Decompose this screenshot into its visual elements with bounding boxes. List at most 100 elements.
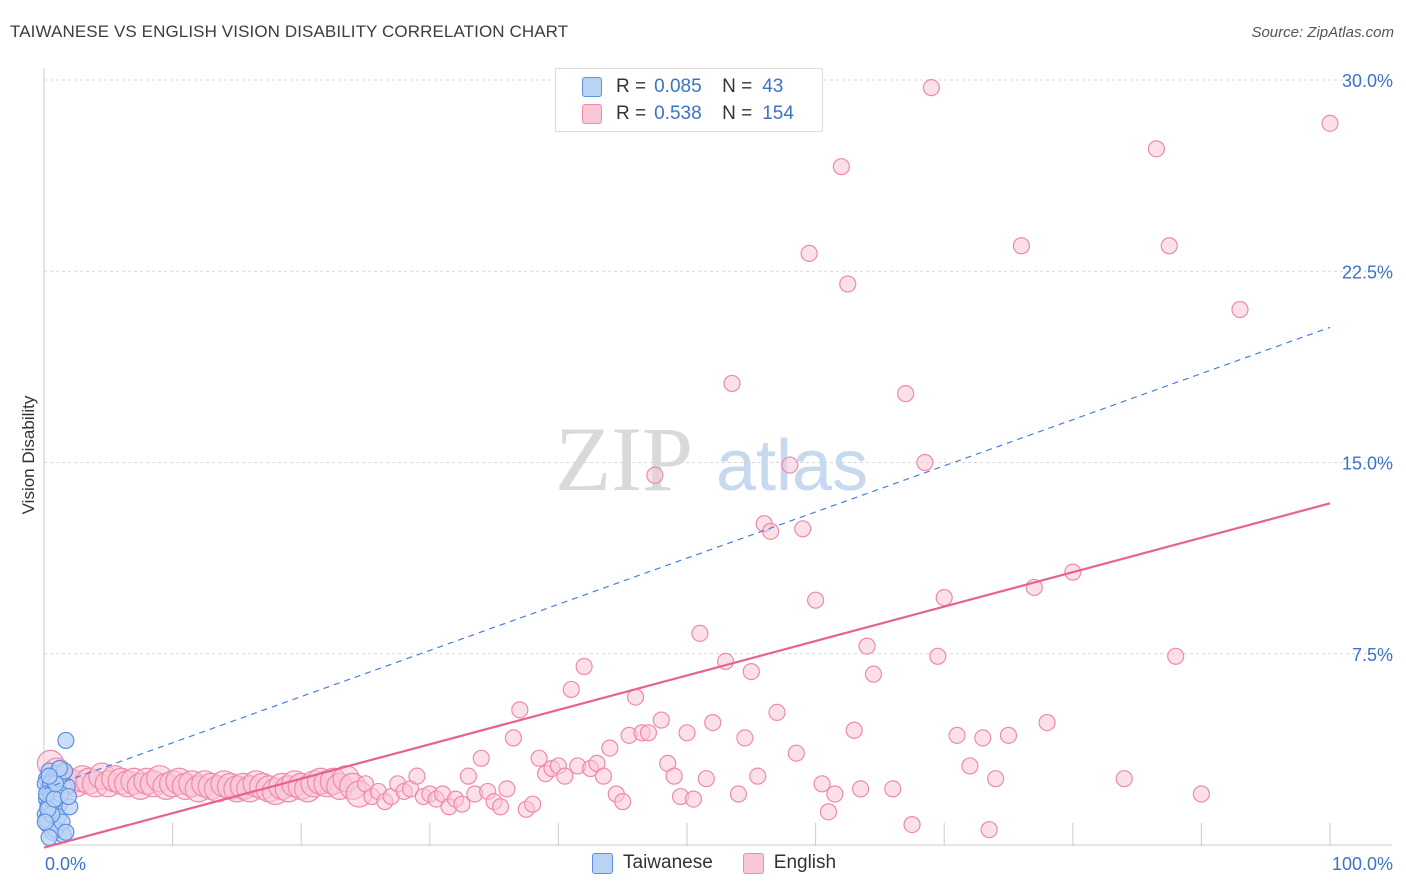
english-point <box>916 453 934 472</box>
english-point <box>530 749 548 767</box>
n-label: N = <box>722 76 753 97</box>
taiwanese-swatch <box>592 852 613 874</box>
english-point <box>742 662 760 681</box>
taiwanese-point <box>45 790 63 808</box>
english-point <box>845 721 863 739</box>
english-point <box>491 798 510 816</box>
english-point <box>961 757 979 775</box>
english-point <box>504 729 522 747</box>
english-point <box>736 729 754 747</box>
taiwanese-point <box>59 787 78 806</box>
english-point <box>897 385 915 403</box>
english-point <box>787 744 805 762</box>
legend-label-english: English <box>773 852 837 873</box>
english-points <box>36 79 1339 839</box>
english-point <box>723 374 741 393</box>
english-swatch <box>582 104 602 124</box>
english-point <box>614 793 632 811</box>
english-point <box>594 767 613 785</box>
english-point <box>1231 300 1249 319</box>
english-point <box>652 711 670 729</box>
english-point <box>1192 785 1211 803</box>
english-point <box>678 724 696 742</box>
english-point <box>684 790 703 808</box>
english-point <box>646 466 664 484</box>
tick-labels: 7.5% 15.0% 22.5% 30.0% 0.0% 100.0% <box>45 71 1393 874</box>
legend-label-taiwanese: Taiwanese <box>623 852 713 873</box>
english-point <box>948 726 966 744</box>
zipatlas-watermark: ZIP atlas <box>555 408 868 510</box>
english-point <box>1038 713 1056 732</box>
source-credit: Source: ZipAtlas.com <box>1251 24 1394 41</box>
taiwanese-point <box>36 813 54 831</box>
r-label: R = <box>616 76 647 97</box>
english-point <box>858 637 876 655</box>
r-value: 0.085 <box>654 76 702 97</box>
n-value: 154 <box>762 103 794 124</box>
english-point <box>601 739 619 757</box>
english-point <box>1167 647 1185 665</box>
english-point <box>575 657 593 676</box>
taiwanese-swatch <box>582 77 602 97</box>
taiwanese-point <box>57 823 75 841</box>
english-point <box>1160 237 1178 255</box>
english-point <box>639 724 658 742</box>
english-point <box>556 767 574 785</box>
english-point <box>1012 237 1030 255</box>
english-point <box>839 275 857 293</box>
legend-row-english: R = 0.538 N = 154 <box>582 102 794 126</box>
r-value: 0.538 <box>654 103 702 124</box>
legend-row-taiwanese: R = 0.085 N = 43 <box>582 75 783 99</box>
y-tick-label: 30.0% <box>1342 71 1393 91</box>
legend-item-english[interactable]: English <box>742 852 837 874</box>
correlation-legend: R = 0.085 N = 43 R = 0.538 N = 154 <box>555 68 823 132</box>
english-point <box>852 780 870 798</box>
english-point <box>819 803 838 821</box>
n-label: N = <box>722 103 753 124</box>
english-point <box>935 589 953 607</box>
english-point <box>813 775 831 793</box>
taiwanese-point <box>40 767 58 785</box>
english-point <box>794 520 812 538</box>
english-point <box>459 767 477 785</box>
english-point <box>1147 140 1165 158</box>
taiwanese-points <box>36 731 79 846</box>
n-value: 43 <box>762 76 784 97</box>
english-point <box>749 767 767 785</box>
legend-item-taiwanese[interactable]: Taiwanese <box>592 852 713 874</box>
english-point <box>832 158 850 176</box>
watermark-zip: ZIP <box>555 408 693 510</box>
trend-lines <box>43 326 1331 849</box>
english-point <box>929 647 947 665</box>
english-point <box>408 767 426 785</box>
english-point <box>980 821 998 839</box>
english-point <box>729 785 748 803</box>
english-point <box>884 780 902 798</box>
english-point <box>999 726 1018 744</box>
y-tick-label: 22.5% <box>1342 262 1393 282</box>
chart-title: TAIWANESE VS ENGLISH VISION DISABILITY C… <box>10 22 569 41</box>
taiwanese-point <box>57 731 75 750</box>
english-trend-line <box>43 502 1331 849</box>
grid-lines <box>44 79 1392 655</box>
english-point <box>511 701 529 719</box>
english-point <box>781 456 799 474</box>
english-point <box>987 770 1005 788</box>
english-point <box>1115 770 1133 788</box>
english-point <box>922 79 940 97</box>
english-point <box>974 729 992 747</box>
english-point <box>665 767 683 785</box>
english-point <box>697 770 715 788</box>
taiwanese-trend-line <box>43 326 1331 790</box>
english-point <box>864 665 883 683</box>
english-point <box>498 780 516 798</box>
axes <box>43 68 1392 846</box>
english-point <box>903 815 921 834</box>
english-swatch <box>742 852 764 874</box>
english-point <box>704 713 722 732</box>
taiwanese-point <box>40 828 58 846</box>
english-point <box>524 795 542 813</box>
english-point <box>761 522 780 540</box>
y-tick-label: 7.5% <box>1352 645 1393 665</box>
english-point <box>562 680 580 699</box>
